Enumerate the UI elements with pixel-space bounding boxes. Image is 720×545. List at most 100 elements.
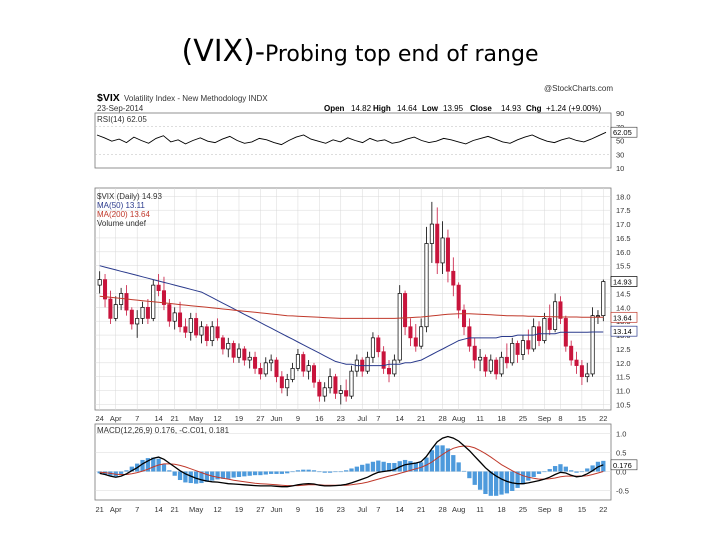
price-x-tick-label: 25	[519, 414, 527, 423]
price-x-tick-label: Jun	[270, 414, 282, 423]
price-tick-label: 10.5	[616, 400, 631, 409]
rsi-tick-label: 10	[616, 164, 624, 173]
macd-histogram-bar	[236, 471, 242, 477]
price-x-tick-label: 19	[235, 414, 243, 423]
rsi-line	[96, 131, 607, 146]
candle-body	[451, 270, 456, 286]
candle-body	[253, 356, 258, 369]
macd-x-tick-label: 18	[497, 505, 505, 514]
candle-body	[215, 326, 220, 339]
candle-body	[344, 390, 349, 397]
candle-body	[269, 359, 274, 364]
candle-body	[242, 348, 247, 361]
candle-body	[306, 365, 311, 372]
macd-x-tick-label: 28	[438, 505, 446, 514]
candle-body	[531, 326, 536, 350]
macd-tick-label: 1.0	[616, 430, 626, 439]
candle-body	[236, 348, 241, 358]
macd-histogram-bar	[429, 450, 435, 472]
ma50-line	[99, 265, 604, 367]
candle-body	[403, 293, 408, 328]
price-x-tick-label: 18	[497, 414, 505, 423]
macd-histogram-bar	[504, 471, 510, 494]
chart-instrument-name: Volatility Index - New Methodology INDX	[124, 94, 268, 103]
macd-histogram-bar	[402, 459, 408, 472]
macd-histogram-bar	[338, 471, 343, 473]
candle-body	[601, 281, 606, 316]
macd-layer: 1.0 0.5 0.0 -0.5 21 Apr 7 14 21 May 12 19 27 Jun 9 16 23…	[95, 430, 638, 514]
macd-x-tick-label: 21	[171, 505, 179, 514]
candle-body	[258, 368, 263, 375]
macd-histogram-bar	[510, 471, 515, 491]
candle-body	[220, 337, 225, 350]
macd-x-tick-label: Aug	[452, 505, 465, 514]
macd-histogram-bar	[172, 471, 177, 476]
candle-body	[462, 309, 467, 328]
macd-histogram-bar	[124, 470, 129, 472]
price-layer: 18.017.517.016.516.015.515.014.514.013.5…	[95, 188, 638, 423]
candle-body	[520, 340, 525, 355]
price-x-tick-label: 7	[135, 414, 139, 423]
candle-body	[322, 387, 327, 397]
ma200-line	[99, 295, 604, 319]
macd-histogram-bar	[558, 464, 563, 472]
candle-body	[585, 373, 590, 378]
macd-histogram-bar	[311, 470, 317, 472]
macd-histogram-bar	[579, 471, 585, 473]
candle-body	[167, 304, 172, 322]
high-label: High	[373, 104, 391, 113]
macd-x-tick-label: 19	[235, 505, 243, 514]
price-x-tick-label: Aug	[452, 414, 465, 423]
macd-histogram-bar	[263, 471, 268, 475]
macd-histogram-bar	[247, 471, 252, 476]
macd-histogram-bar	[413, 462, 418, 472]
chart-symbol: $VIX	[97, 92, 120, 104]
macd-histogram-bar	[129, 466, 134, 472]
macd-x-tick-label: 14	[154, 505, 162, 514]
price-legend-ma50: MA(50) 13.11	[97, 201, 145, 210]
macd-histogram-bar	[349, 468, 354, 472]
price-legend-ma200: MA(200) 13.64	[97, 210, 150, 219]
macd-x-tick-label: 16	[315, 505, 323, 514]
macd-histogram-bar	[472, 471, 477, 485]
price-tick-label: 14.5	[616, 289, 631, 298]
price-x-tick-label: 9	[296, 414, 300, 423]
macd-histogram-bar	[354, 466, 360, 472]
macd-histogram-bar	[151, 457, 156, 472]
macd-histogram-bar	[268, 471, 274, 474]
candle-body	[247, 356, 252, 361]
price-x-tick-label: 21	[417, 414, 425, 423]
slide-title-dash: -	[254, 35, 265, 68]
macd-histogram-bar	[177, 471, 183, 481]
macd-current-label: 0.176	[613, 461, 632, 470]
macd-x-tick-label: 22	[599, 505, 607, 514]
macd-histogram-bar	[461, 470, 467, 472]
macd-histogram-bar	[365, 463, 370, 472]
price-tick-label: 16.0	[616, 248, 631, 257]
candle-body	[483, 356, 488, 372]
chart-date: 23-Sep-2014	[97, 104, 144, 113]
macd-tick-label: -0.5	[616, 487, 629, 496]
price-tick-label: 11.0	[616, 387, 630, 396]
candle-body	[349, 370, 354, 397]
macd-histogram-bar	[467, 471, 472, 479]
macd-histogram-bar	[301, 469, 306, 472]
price-x-tick-label: 7	[376, 414, 380, 423]
macd-histogram-bar	[140, 459, 145, 472]
slide-title-symbol: (VIX)	[181, 34, 255, 69]
price-x-tick-label: 23	[337, 414, 345, 423]
macd-histogram-bar	[386, 462, 392, 472]
candle-body	[333, 376, 338, 394]
price-x-tick-label: 12	[213, 414, 221, 423]
macd-histogram-bar	[188, 471, 193, 484]
macd-histogram-bar	[322, 471, 327, 473]
candle-body	[376, 337, 381, 353]
candle-body	[499, 356, 504, 375]
macd-histogram-bar	[440, 445, 445, 472]
macd-histogram-bar	[456, 462, 461, 472]
candle-body	[285, 379, 290, 389]
price-tick-label: 16.5	[616, 234, 631, 243]
open-value: 14.82	[351, 104, 372, 113]
macd-histogram-bar	[601, 460, 606, 472]
